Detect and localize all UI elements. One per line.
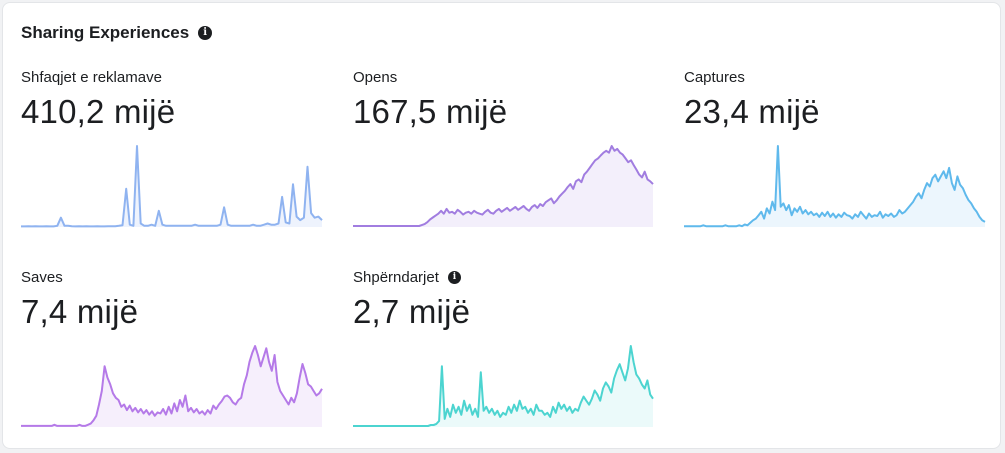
metric-ad-impressions[interactable]: Shfaqjet e reklamave 410,2 mijë (21, 68, 323, 228)
sparkline-line (21, 145, 323, 228)
sparkline-area (353, 146, 653, 227)
metric-saves[interactable]: Saves 7,4 mijë (21, 268, 323, 427)
section-header: Sharing Experiences i (21, 23, 213, 43)
sparkline-area (353, 346, 653, 427)
sparkline-area (21, 146, 322, 227)
sparkline-line (684, 145, 986, 228)
metric-value: 7,4 mijë (21, 293, 139, 330)
sparkline-opens (353, 145, 654, 227)
sparkline-ad-impressions (21, 145, 323, 228)
sparkline-line (21, 345, 323, 427)
metric-value: 410,2 mijë (21, 93, 176, 130)
metric-value: 23,4 mijë (684, 93, 820, 130)
sparkline-shares (353, 345, 654, 427)
metric-label: Opens (353, 68, 398, 86)
sparkline-captures (684, 145, 986, 228)
sparkline-line (353, 145, 654, 227)
metric-captures[interactable]: Captures 23,4 mijë (684, 68, 986, 228)
sparkline-saves (21, 345, 323, 427)
info-icon[interactable]: i (447, 270, 461, 284)
metric-label-row: Shpërndarjet i (353, 268, 653, 286)
section-title: Sharing Experiences (21, 23, 190, 42)
metric-label: Saves (21, 268, 63, 286)
metric-value: 2,7 mijë (353, 293, 471, 330)
sparkline-line (353, 345, 654, 427)
metric-label: Shfaqjet e reklamave (21, 68, 162, 86)
sparkline-area (21, 346, 322, 427)
info-icon[interactable]: i (198, 26, 213, 40)
metric-opens[interactable]: Opens 167,5 mijë (353, 68, 654, 227)
metric-label: Captures (684, 68, 745, 86)
metric-label: Shpërndarjet (353, 268, 439, 286)
metric-value: 167,5 mijë (353, 93, 508, 130)
metric-shares[interactable]: Shpërndarjet i 2,7 mijë (353, 268, 654, 427)
